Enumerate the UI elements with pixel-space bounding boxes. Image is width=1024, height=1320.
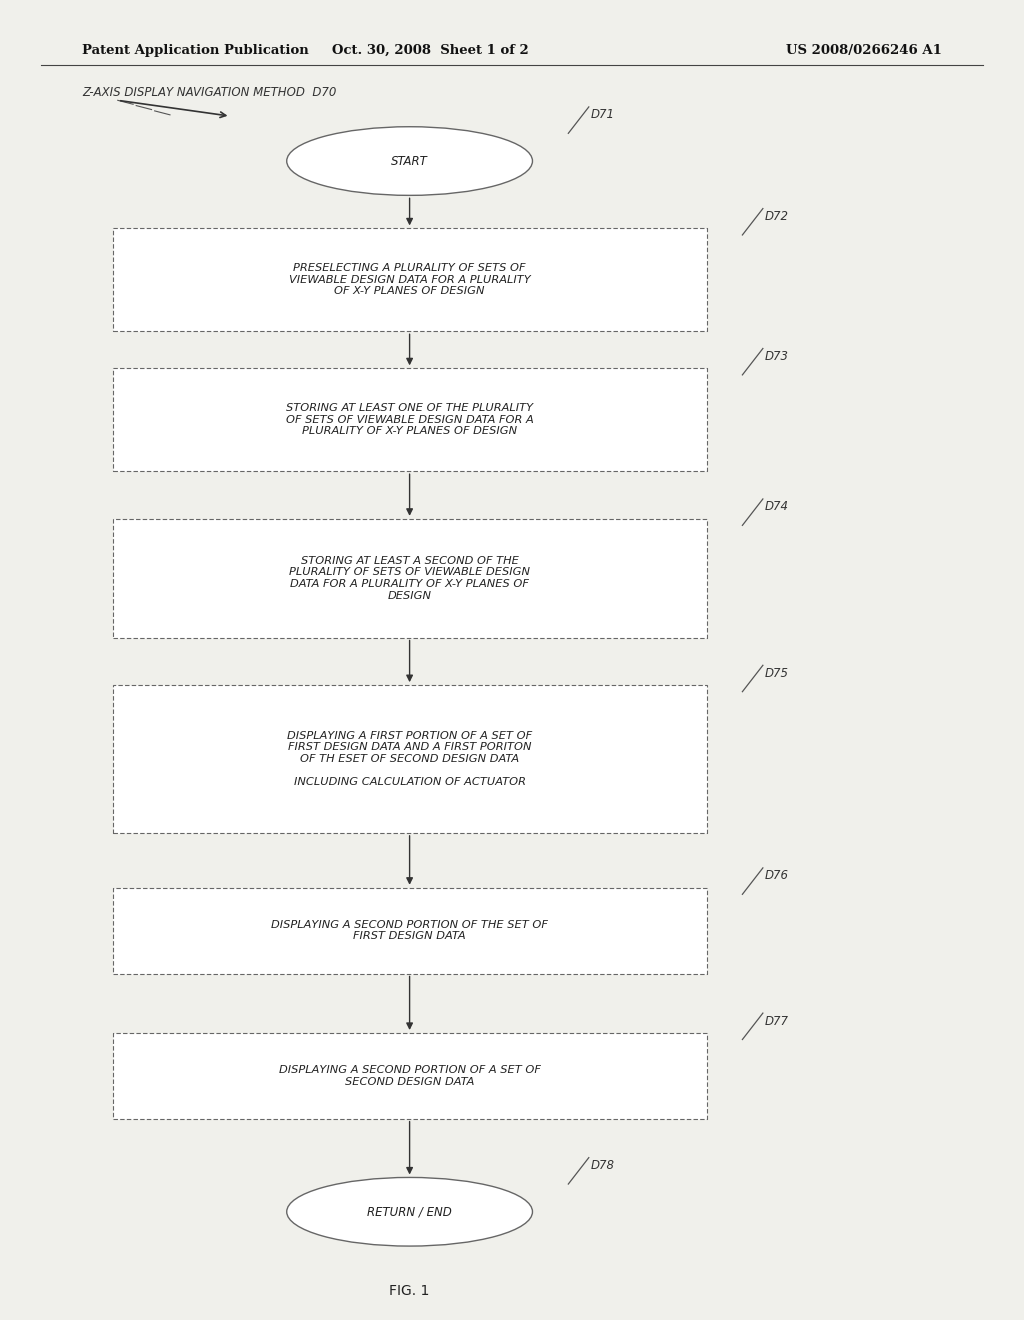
Text: RETURN / END: RETURN / END	[368, 1205, 452, 1218]
Text: D75: D75	[765, 667, 788, 680]
Text: DISPLAYING A FIRST PORTION OF A SET OF
FIRST DESIGN DATA AND A FIRST PORITON
OF : DISPLAYING A FIRST PORTION OF A SET OF F…	[287, 731, 532, 787]
Text: PRESELECTING A PLURALITY OF SETS OF
VIEWABLE DESIGN DATA FOR A PLURALITY
OF X-Y : PRESELECTING A PLURALITY OF SETS OF VIEW…	[289, 263, 530, 297]
Text: DISPLAYING A SECOND PORTION OF THE SET OF
FIRST DESIGN DATA: DISPLAYING A SECOND PORTION OF THE SET O…	[271, 920, 548, 941]
Ellipse shape	[287, 1177, 532, 1246]
FancyBboxPatch shape	[113, 228, 707, 331]
FancyBboxPatch shape	[113, 1032, 707, 1119]
Text: DISPLAYING A SECOND PORTION OF A SET OF
SECOND DESIGN DATA: DISPLAYING A SECOND PORTION OF A SET OF …	[279, 1065, 541, 1086]
FancyBboxPatch shape	[113, 888, 707, 974]
Text: FIG. 1: FIG. 1	[389, 1284, 430, 1298]
Text: STORING AT LEAST A SECOND OF THE
PLURALITY OF SETS OF VIEWABLE DESIGN
DATA FOR A: STORING AT LEAST A SECOND OF THE PLURALI…	[289, 556, 530, 601]
FancyBboxPatch shape	[113, 368, 707, 471]
FancyBboxPatch shape	[113, 685, 707, 833]
Text: D76: D76	[765, 870, 788, 882]
Text: D74: D74	[765, 500, 788, 513]
Text: STORING AT LEAST ONE OF THE PLURALITY
OF SETS OF VIEWABLE DESIGN DATA FOR A
PLUR: STORING AT LEAST ONE OF THE PLURALITY OF…	[286, 403, 534, 437]
Text: Oct. 30, 2008  Sheet 1 of 2: Oct. 30, 2008 Sheet 1 of 2	[332, 44, 528, 57]
Text: Z-AXIS DISPLAY NAVIGATION METHOD  D70: Z-AXIS DISPLAY NAVIGATION METHOD D70	[82, 86, 336, 99]
FancyBboxPatch shape	[113, 519, 707, 638]
Text: US 2008/0266246 A1: US 2008/0266246 A1	[786, 44, 942, 57]
Ellipse shape	[287, 127, 532, 195]
Text: D73: D73	[765, 350, 788, 363]
Text: D72: D72	[765, 210, 788, 223]
Text: Patent Application Publication: Patent Application Publication	[82, 44, 308, 57]
Text: D71: D71	[591, 108, 614, 121]
Text: D78: D78	[591, 1159, 614, 1172]
Text: START: START	[391, 154, 428, 168]
Text: D77: D77	[765, 1015, 788, 1027]
